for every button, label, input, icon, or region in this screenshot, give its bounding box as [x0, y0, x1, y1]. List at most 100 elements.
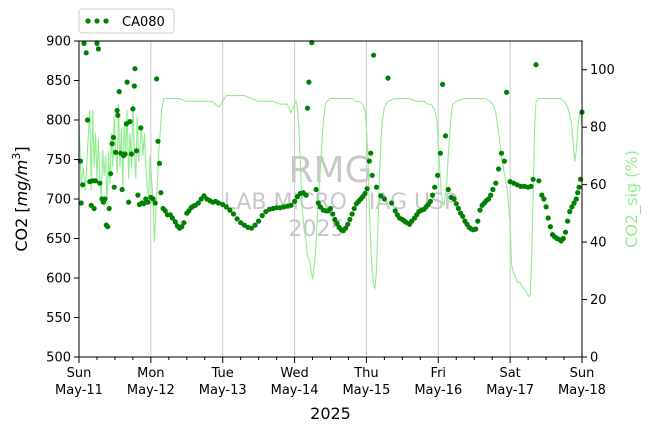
- legend-dot-2: [103, 18, 109, 24]
- x-tick-day-5: Fri: [431, 366, 447, 381]
- left-tick-label-2: 600: [46, 272, 71, 287]
- co2-point-121: [347, 216, 353, 223]
- co2-point-3: [81, 40, 87, 47]
- left-tick-label-6: 800: [46, 114, 71, 129]
- co2-point-53: [156, 160, 163, 166]
- x-tick-day-7: Sun: [570, 366, 595, 381]
- co2-point-193: [528, 183, 534, 189]
- co2-point-175: [477, 207, 483, 213]
- co2-point-159: [440, 81, 446, 87]
- left-tick-label-1: 550: [46, 311, 71, 326]
- co2-point-23: [111, 184, 117, 190]
- co2-point-181: [490, 186, 496, 193]
- co2-point-2: [80, 182, 86, 188]
- co2-point-132: [369, 172, 375, 178]
- co2-point-34: [126, 199, 132, 205]
- co2-point-25: [114, 107, 120, 114]
- co2-point-157: [435, 172, 441, 178]
- co2-point-136: [381, 196, 387, 202]
- co2-point-31: [122, 151, 128, 157]
- co2-point-173: [473, 226, 479, 232]
- co2-point-10: [92, 178, 99, 184]
- x-tick-date-0: May-11: [55, 383, 103, 398]
- legend-label: CA080: [122, 15, 165, 30]
- co2-point-5: [85, 117, 91, 123]
- legend-dot-1: [94, 18, 100, 24]
- left-tick-label-5: 750: [46, 153, 71, 168]
- x-tick-day-4: Thu: [353, 366, 378, 381]
- co2-point-131: [368, 150, 374, 156]
- co2-point-51: [154, 76, 160, 82]
- co2-point-129: [364, 186, 370, 192]
- co2-point-88: [256, 218, 262, 224]
- co2-point-21: [109, 141, 115, 147]
- x-axis-label: 2025: [310, 404, 351, 423]
- co2-point-207: [560, 235, 566, 242]
- co2-point-37: [130, 106, 136, 112]
- x-tick-date-6: May-17: [486, 383, 534, 398]
- x-tick-day-3: Wed: [280, 366, 308, 381]
- bottom-axis: Sun May-11 Mon May-12 Tue May-13 Wed May-14 Thu M…: [55, 357, 606, 398]
- co2-point-133: [371, 52, 377, 58]
- co2-point-12: [95, 46, 101, 52]
- x-tick-date-2: May-13: [199, 383, 247, 398]
- co2-point-86: [248, 225, 255, 231]
- co2-point-186: [504, 89, 510, 95]
- co2-point-134: [373, 184, 380, 190]
- co2-point-1: [78, 200, 84, 206]
- co2-point-128: [362, 190, 368, 197]
- left-tick-label-0: 500: [46, 351, 71, 366]
- co2-point-183: [496, 166, 502, 172]
- co2-point-115: [334, 220, 340, 227]
- co2-point-107: [315, 200, 321, 206]
- co2-point-138: [389, 200, 395, 206]
- co2-point-77: [215, 200, 221, 206]
- x-tick-date-3: May-14: [271, 383, 319, 398]
- co2-point-59: [169, 215, 175, 221]
- co2-point-60: [172, 219, 178, 225]
- co2-point-209: [565, 218, 571, 224]
- co2-point-43: [138, 125, 144, 131]
- co2-point-11: [94, 40, 100, 47]
- x-tick-day-0: Sun: [67, 366, 92, 381]
- co2-point-18: [105, 224, 111, 230]
- co2-point-20: [108, 171, 114, 177]
- co2-point-174: [475, 218, 481, 224]
- co2-point-179: [486, 196, 492, 202]
- co2-point-112: [327, 205, 334, 212]
- co2-point-70: [195, 200, 201, 206]
- co2-point-214: [575, 190, 581, 196]
- co2-point-49: [150, 196, 156, 202]
- co2-point-122: [349, 211, 355, 217]
- co2-point-47: [145, 199, 151, 205]
- right-tick-label-1: 20: [590, 293, 607, 308]
- co2-point-164: [453, 201, 459, 207]
- co2-point-41: [135, 192, 141, 198]
- co2-point-81: [230, 211, 237, 217]
- co2-point-39: [132, 66, 138, 72]
- co2-point-89: [259, 213, 265, 219]
- right-tick-label-5: 100: [590, 63, 615, 78]
- x-tick-date-4: May-15: [342, 383, 390, 398]
- co2-point-52: [155, 138, 161, 144]
- co2-point-106: [313, 186, 319, 193]
- co2-point-197: [539, 192, 545, 198]
- x-tick-day-6: Sat: [499, 366, 520, 381]
- legend-marker: [85, 18, 109, 24]
- co2-point-26: [115, 112, 121, 118]
- co2-point-27: [116, 89, 122, 95]
- co2-point-56: [162, 208, 168, 214]
- co2-point-194: [530, 176, 536, 182]
- co2-point-137: [385, 75, 391, 81]
- co2-point-38: [131, 83, 137, 89]
- right-tick-label-0: 0: [590, 351, 598, 366]
- co2-point-212: [571, 200, 577, 206]
- co2-point-45: [141, 201, 147, 207]
- co2-point-80: [227, 207, 233, 213]
- x-tick-date-1: May-12: [127, 383, 175, 398]
- right-tick-label-3: 60: [590, 178, 607, 193]
- co2-point-200: [545, 215, 551, 221]
- co2-point-24: [113, 149, 119, 155]
- legend: CA080: [78, 8, 175, 34]
